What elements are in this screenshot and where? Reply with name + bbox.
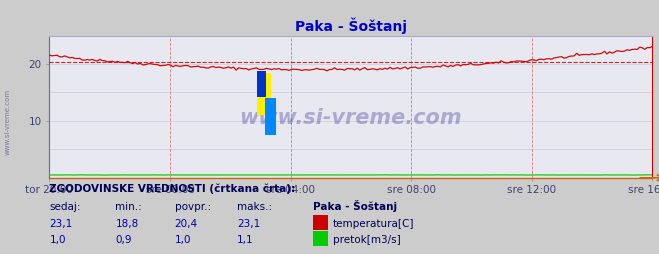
Text: sedaj:: sedaj: xyxy=(49,202,81,212)
Text: maks.:: maks.: xyxy=(237,202,272,212)
Title: Paka - Šoštanj: Paka - Šoštanj xyxy=(295,18,407,34)
FancyBboxPatch shape xyxy=(258,73,271,115)
Text: 0,9: 0,9 xyxy=(115,235,132,245)
FancyBboxPatch shape xyxy=(258,71,266,97)
Text: povpr.:: povpr.: xyxy=(175,202,211,212)
Text: 20,4: 20,4 xyxy=(175,219,198,229)
Text: 23,1: 23,1 xyxy=(237,219,260,229)
Text: 23,1: 23,1 xyxy=(49,219,72,229)
Text: pretok[m3/s]: pretok[m3/s] xyxy=(333,235,401,245)
Text: 18,8: 18,8 xyxy=(115,219,138,229)
Text: ZGODOVINSKE VREDNOSTI (črtkana črta):: ZGODOVINSKE VREDNOSTI (črtkana črta): xyxy=(49,183,295,194)
Text: min.:: min.: xyxy=(115,202,142,212)
Text: www.si-vreme.com: www.si-vreme.com xyxy=(5,89,11,155)
Text: www.si-vreme.com: www.si-vreme.com xyxy=(240,108,462,128)
Text: 1,1: 1,1 xyxy=(237,235,254,245)
Text: 1,0: 1,0 xyxy=(175,235,191,245)
Text: temperatura[C]: temperatura[C] xyxy=(333,219,415,229)
Text: Paka - Šoštanj: Paka - Šoštanj xyxy=(313,200,397,212)
Text: 1,0: 1,0 xyxy=(49,235,66,245)
FancyBboxPatch shape xyxy=(265,98,275,135)
